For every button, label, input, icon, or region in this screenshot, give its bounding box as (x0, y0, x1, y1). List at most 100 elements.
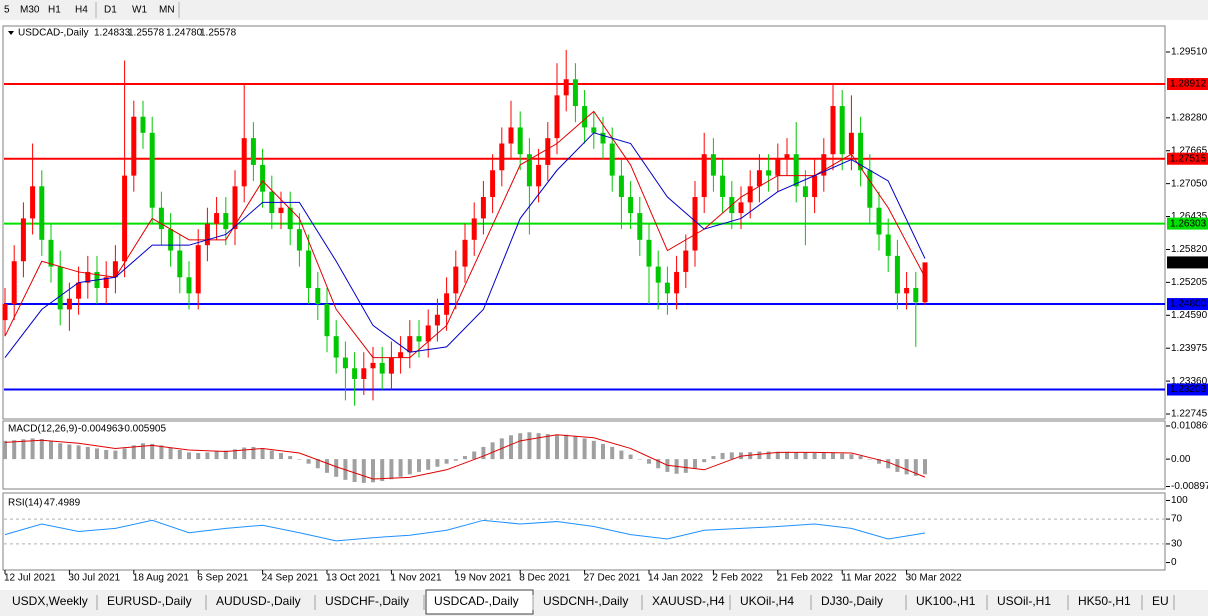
timeframe-button[interactable]: H4 (75, 5, 88, 16)
tab-label[interactable]: HK50-,H1 (1078, 594, 1131, 608)
candle-body (131, 116, 137, 176)
level-label: 1.26303 (1170, 218, 1207, 229)
current-price-box (1167, 256, 1208, 269)
candle-body (296, 229, 302, 251)
tab-label[interactable]: USDX,Weekly (12, 594, 88, 608)
tab-label[interactable]: UKOil-,H4 (740, 594, 794, 608)
candle-body (738, 202, 744, 214)
y-tick-label: 0.00 (1171, 454, 1191, 465)
histogram-bar (582, 438, 587, 460)
histogram-bar (325, 459, 329, 473)
tab-background (535, 593, 642, 612)
candle-body (839, 106, 845, 155)
tab[interactable]: AUDUSD-,Daily (208, 593, 316, 612)
timeframe-button[interactable]: W1 (132, 5, 147, 16)
y-tick-label: 30 (1171, 539, 1183, 550)
histogram-bar (76, 445, 81, 460)
histogram-bar (490, 442, 495, 460)
tab-label[interactable]: UK100-,H1 (916, 594, 976, 608)
histogram-bar (702, 459, 707, 463)
histogram-bar (141, 443, 145, 460)
tab-label[interactable]: USDCAD-,Daily (434, 594, 519, 608)
y-tick-label: 1.25205 (1171, 277, 1208, 288)
histogram-bar (380, 459, 385, 482)
timeframe-button[interactable]: H1 (48, 5, 61, 16)
candle-body (545, 138, 551, 165)
histogram-bar (840, 453, 845, 460)
candle-body (720, 175, 726, 198)
histogram-bar (729, 452, 734, 460)
tab-label[interactable]: EU (1152, 594, 1169, 608)
tab[interactable]: USOil-,H1 (989, 593, 1069, 612)
candle-body (674, 271, 680, 294)
candle-body (39, 186, 45, 240)
level-label: 1.23203 (1170, 384, 1207, 395)
tab[interactable]: XAUUSD-,H4 (644, 593, 731, 612)
candle-body (922, 262, 928, 303)
tab[interactable]: USDX,Weekly (4, 593, 98, 612)
histogram-bar (463, 456, 467, 460)
tab[interactable]: UKOil-,H4 (732, 593, 812, 612)
tab[interactable]: UK100-,H1 (908, 593, 988, 612)
x-tick-label: 24 Sep 2021 (262, 573, 319, 584)
tab[interactable]: HK50-,H1 (1070, 593, 1143, 612)
histogram-bar (435, 459, 440, 467)
histogram-bar (472, 451, 477, 460)
candle-body (572, 79, 578, 107)
timeframe-button[interactable]: MN (159, 5, 175, 16)
histogram-bar (269, 450, 274, 460)
x-tick-label: 14 Jan 2022 (648, 573, 703, 584)
candle-body (2, 304, 8, 321)
timeframe-button[interactable]: 5 (4, 5, 10, 16)
candle-body (333, 336, 339, 358)
candle-body (11, 261, 17, 305)
candle-body (76, 282, 82, 299)
histogram-bar (923, 459, 927, 475)
histogram-bar (214, 451, 219, 460)
tab[interactable]: USDCAD-,Daily (425, 589, 534, 615)
timeframe-button[interactable]: D1 (104, 5, 117, 16)
histogram-bar (831, 452, 835, 460)
level-label-box (1167, 77, 1208, 90)
timeframe-button[interactable]: M30 (20, 5, 40, 16)
histogram-bar (3, 440, 7, 460)
tab[interactable]: EU (1144, 593, 1175, 612)
tab-label[interactable]: DJ30-,Daily (821, 594, 883, 608)
histogram-bar (67, 444, 72, 460)
tab-label[interactable]: USOil-,H1 (997, 594, 1051, 608)
candle-body (453, 266, 459, 294)
tab-label[interactable]: AUDUSD-,Daily (216, 594, 301, 608)
tab[interactable]: USDCHF-,Daily (317, 593, 425, 612)
candle-body (471, 218, 477, 240)
candle-body (186, 277, 192, 294)
quote-value: 1.25578 (128, 28, 165, 39)
tab-label[interactable]: XAUUSD-,H4 (652, 594, 725, 608)
tab-background (1144, 593, 1174, 612)
tab[interactable]: EURUSD-,Daily (99, 593, 207, 612)
y-tick-label: 1.23975 (1171, 343, 1208, 354)
histogram-bar (371, 459, 375, 483)
histogram-bar (518, 433, 523, 460)
histogram-bar (803, 452, 808, 460)
histogram-bar (279, 453, 283, 460)
x-tick-label: 13 Oct 2021 (326, 573, 381, 584)
tab-label[interactable]: EURUSD-,Daily (107, 594, 192, 608)
histogram-bar (58, 443, 63, 460)
candle-body (287, 207, 293, 230)
histogram-bar (619, 450, 624, 460)
tab[interactable]: USDCNH-,Daily (535, 593, 643, 612)
candle-body (462, 239, 468, 267)
candle-body (848, 132, 854, 155)
candle-body (48, 239, 54, 267)
histogram-bar (21, 439, 26, 460)
tab[interactable]: DJ30-,Daily (813, 593, 907, 612)
tab-background (813, 593, 906, 612)
candle-body (517, 127, 523, 155)
indicator-title: MACD(12,26,9) (8, 424, 77, 435)
tab-label[interactable]: USDCNH-,Daily (543, 594, 628, 608)
histogram-bar (545, 434, 550, 460)
candle-body (278, 207, 284, 214)
histogram-bar (720, 453, 725, 460)
tab-label[interactable]: USDCHF-,Daily (325, 594, 409, 608)
histogram-bar (637, 459, 642, 460)
